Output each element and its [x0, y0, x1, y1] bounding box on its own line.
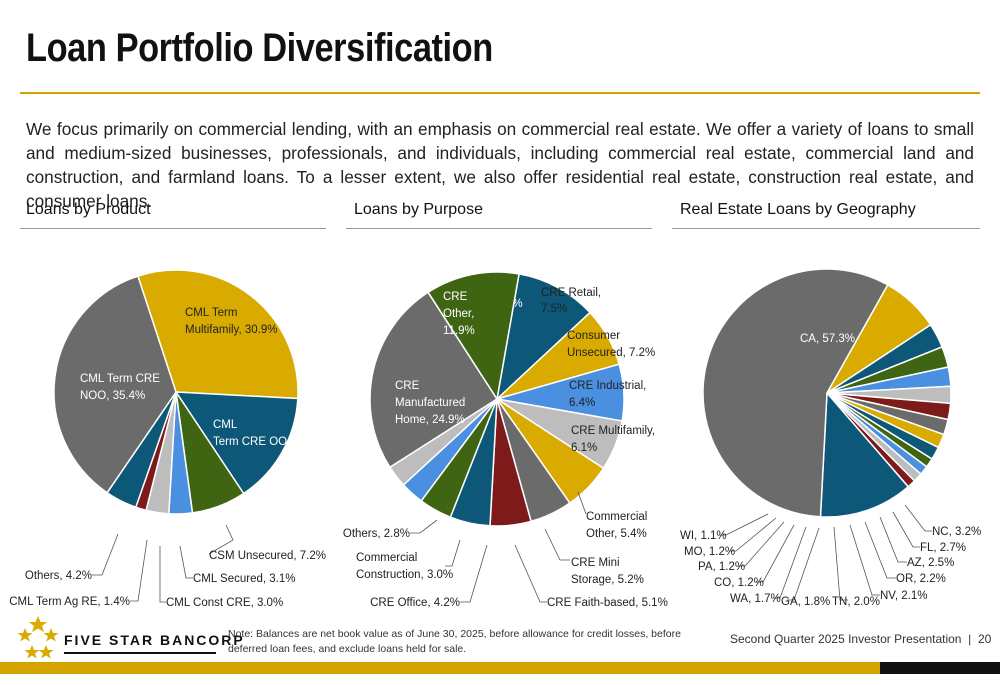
pie-slice [702, 268, 889, 518]
page-title: Loan Portfolio Diversification [26, 26, 493, 70]
slice-label: Others, 2.8% [343, 528, 410, 540]
slice-label: CML Term CRE OO, 14.8% [213, 419, 326, 448]
leader-line [864, 521, 896, 579]
footer-gold-bar [0, 662, 880, 674]
pie-slice [427, 271, 520, 402]
slice-label: AZ, 2.5% [907, 557, 954, 569]
leader-line [833, 526, 848, 601]
leader-line [460, 544, 488, 603]
leader-line [577, 491, 587, 515]
footer-black-bar [880, 662, 1000, 674]
pie-chart-1: CML Term Multifamily, 30.9% CML Term CRE OO… [9, 269, 326, 609]
product-chart-rule [20, 228, 326, 229]
pie-chart-3: TX, 7.6%NC, 3.2%FL, 2.7%AZ, 2.5%OR, 2.2%… [680, 268, 981, 608]
leader-line [892, 511, 920, 548]
pie-slice [136, 269, 299, 400]
presentation-footer: Second Quarter 2025 Investor Presentatio… [730, 632, 992, 646]
leader-line [159, 546, 166, 603]
leader-line [514, 544, 547, 603]
slice-label: CML Term Multifamily, 30.9% [185, 307, 277, 336]
slice-label: FL, 2.7% [920, 542, 966, 554]
purpose-chart-title: Loans by Purpose [354, 201, 483, 218]
slice-label: CML Term CRE NOO, 35.4% [80, 373, 160, 402]
slice-label: MO, 1.2% [684, 546, 735, 558]
geography-chart-title: Real Estate Loans by Geography [680, 201, 916, 218]
pie-slice [495, 273, 592, 402]
slice-label: GA, 1.8% [781, 596, 830, 608]
slice-label: Consumer Unsecured, 7.2% [567, 330, 655, 359]
pie-slice [174, 391, 299, 495]
leader-line [179, 545, 193, 579]
leader-line [849, 524, 880, 596]
slice-label: OR, 2.2% [896, 573, 946, 585]
leader-line [730, 517, 777, 552]
slice-label: CRE Industrial, 6.4% [569, 380, 646, 409]
leader-line [445, 539, 461, 567]
slice-label: CRE Manufactured Home, 24.9% [395, 380, 465, 426]
pie-slice [819, 391, 910, 518]
slice-label: Others, 4.2% [25, 570, 92, 582]
brand-name: FIVE STAR BANCORP [64, 632, 245, 648]
slice-label: CML Term Ag RE, 1.4% [9, 596, 130, 608]
slice-label: CRE Office, 4.2% [370, 597, 460, 609]
title-divider [20, 92, 980, 94]
purpose-chart-rule [346, 228, 652, 229]
leader-line [787, 527, 820, 601]
slice-label: WI, 1.1% [680, 530, 727, 542]
slice-label: CML Const CRE, 3.0% [166, 597, 283, 609]
brand-underline [64, 652, 216, 654]
slice-label: CRE Other, 11.9% [443, 291, 475, 337]
leader-line [130, 539, 148, 602]
slice-label: CRE Multifamily, 6.1% [571, 425, 655, 454]
presentation-name: Second Quarter 2025 Investor Presentatio… [730, 632, 962, 646]
leader-line [410, 519, 438, 534]
slice-label: NC, 3.2% [932, 526, 981, 538]
slice-label: TN, 2.0% [832, 596, 880, 608]
slice-label: NV, 2.1% [880, 590, 928, 602]
leader-line [738, 521, 785, 567]
intro-paragraph: We focus primarily on commercial lending… [26, 119, 974, 211]
slice-label: Commercial Construction, 3.0% [356, 552, 453, 581]
leader-line [774, 526, 807, 599]
leader-line [92, 533, 119, 576]
pie-slice [53, 275, 177, 494]
slice-label: CA, 57.3% [800, 333, 855, 345]
slice-label: CRE Faith-based, 5.1% [547, 597, 668, 609]
slice-label: CSM Unsecured, 7.2% [209, 550, 326, 562]
slice-label: WA, 1.7% [730, 593, 781, 605]
leader-line [879, 516, 907, 563]
product-chart-title: Loans by Product [26, 201, 151, 218]
footnote: Note: Balances are net book value as of … [228, 628, 681, 655]
slice-label: CML Secured, 3.1% [193, 573, 295, 585]
pie-chart-2: CRE RVPark,10.3%CRE Retail,7.5%ConsumerU… [343, 264, 668, 609]
geography-chart-rule [672, 228, 980, 229]
leader-line [208, 524, 234, 555]
slice-label: PA, 1.2% [698, 561, 745, 573]
slice-label: Commercial Other, 5.4% [586, 511, 647, 540]
leader-line [756, 524, 795, 583]
leader-line [720, 513, 769, 536]
pie-slice [369, 291, 499, 469]
slice-label: CRE Mini Storage, 5.2% [571, 557, 644, 586]
page-number: 20 [977, 632, 992, 646]
slice-label: CO, 1.2% [714, 577, 764, 589]
slice-label: CRE Retail, 7.5% [541, 287, 601, 315]
leader-line [544, 528, 570, 561]
leader-line [904, 504, 932, 532]
